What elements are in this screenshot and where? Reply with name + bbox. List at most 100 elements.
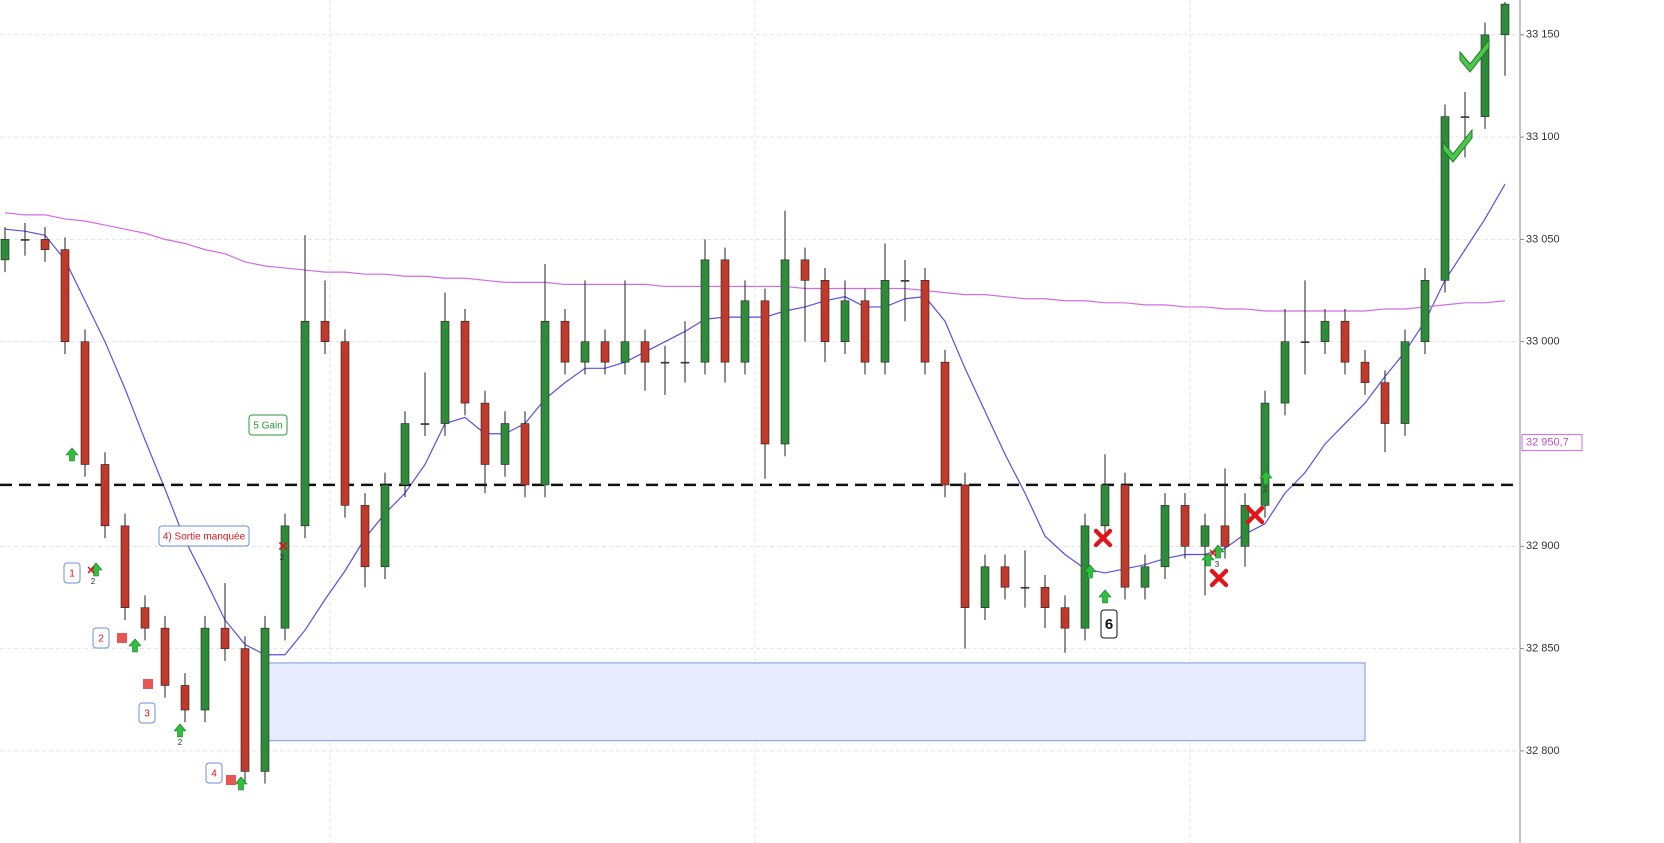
candle-body <box>860 300 870 363</box>
candle-body <box>440 320 450 424</box>
y-tick-label: 32 850 <box>1526 643 1560 655</box>
candle-body <box>240 648 250 772</box>
candle-body <box>680 361 690 364</box>
exit-square <box>117 633 127 643</box>
candle-body <box>980 566 990 608</box>
small-label: 2 <box>178 738 183 747</box>
candle-body <box>0 239 10 261</box>
y-tick-label: 32 800 <box>1526 745 1560 757</box>
target-check <box>1459 38 1490 73</box>
candle-body <box>840 300 850 343</box>
buy-arrow <box>173 723 187 738</box>
candle-body <box>60 249 70 343</box>
candle-body <box>500 423 510 465</box>
annotation-label: 4 <box>211 769 217 780</box>
candle-body <box>600 341 610 363</box>
candle-body <box>620 341 630 363</box>
buy-arrow <box>1259 470 1273 485</box>
y-tick-label: 33 100 <box>1526 131 1560 143</box>
candle-body <box>1040 586 1050 608</box>
candle-body <box>1420 280 1430 343</box>
annotation-box <box>205 762 223 784</box>
y-tick-label: 32 900 <box>1526 540 1560 552</box>
small-label: 3 <box>1215 560 1220 569</box>
candle-body <box>1220 525 1230 547</box>
candle-body <box>320 320 330 343</box>
candle-body <box>380 484 390 568</box>
annotation-box <box>63 562 81 584</box>
candle-body <box>1400 341 1410 424</box>
buy-arrow <box>128 638 142 653</box>
candle-body <box>1300 341 1310 344</box>
candle-body <box>1380 382 1390 424</box>
stop-cross <box>1209 568 1229 588</box>
stop-cross <box>1093 528 1113 548</box>
candle-body <box>300 320 310 527</box>
candle-body <box>760 300 770 445</box>
candle-body <box>780 259 790 445</box>
candle-body <box>140 607 150 629</box>
candle-body <box>80 341 90 465</box>
y-tick-label: 33 150 <box>1526 29 1560 41</box>
candle-body <box>1340 320 1350 363</box>
last-price-box <box>1521 434 1583 452</box>
candle-body <box>160 627 170 686</box>
candle-body <box>180 685 190 711</box>
candle-body <box>280 525 290 629</box>
candle-body <box>880 280 890 363</box>
candle-body <box>460 320 470 404</box>
moving-average <box>4 183 1506 656</box>
stop-cross <box>1209 549 1217 557</box>
candle-body <box>200 627 210 711</box>
candle-body <box>1120 484 1130 588</box>
candle-body <box>660 361 670 364</box>
stop-cross <box>87 566 95 574</box>
last-price-label: 32 950,7 <box>1526 436 1569 448</box>
candle-body <box>720 259 730 363</box>
buy-arrow <box>1083 564 1097 579</box>
annotation-box <box>92 627 110 649</box>
candle-body <box>740 300 750 363</box>
candle-body <box>520 423 530 486</box>
candle-body <box>1100 484 1110 527</box>
annotation-label: 2 <box>98 634 104 645</box>
candle-body <box>1460 116 1470 118</box>
candle-body <box>1360 361 1370 383</box>
annotation-box <box>138 702 156 724</box>
y-tick-label: 33 050 <box>1526 233 1560 245</box>
candle-body <box>1020 586 1030 589</box>
y-tick-label: 33 000 <box>1526 336 1560 348</box>
candle-body <box>400 423 410 486</box>
candle-body <box>480 402 490 465</box>
target-check <box>1442 128 1473 163</box>
candle-body <box>1500 3 1510 36</box>
candle-body <box>1140 566 1150 588</box>
annotation-label: 6 <box>1105 616 1113 633</box>
annotation-label: 1 <box>69 569 75 580</box>
candle-body <box>100 464 110 527</box>
zone <box>264 662 1366 742</box>
candle-body <box>1240 505 1250 547</box>
candle-body <box>540 320 550 486</box>
candle-body <box>700 259 710 363</box>
candle-body <box>20 239 30 241</box>
candle-body <box>1280 341 1290 404</box>
small-label: 2 <box>1263 485 1268 494</box>
candle-body <box>640 341 650 363</box>
candle-body <box>360 505 370 568</box>
candle-body <box>940 361 950 486</box>
candle-body <box>420 423 430 425</box>
candle-body <box>40 239 50 250</box>
candle-body <box>120 525 130 608</box>
candle-body <box>1260 402 1270 506</box>
candle-body <box>1060 607 1070 629</box>
stop-cross <box>1245 505 1265 525</box>
candle-body <box>1000 566 1010 588</box>
exit-square <box>143 679 153 689</box>
annotation-box <box>1100 609 1118 639</box>
candle-body <box>580 341 590 363</box>
annotation-label: 3 <box>144 709 150 720</box>
candle-body <box>1480 34 1490 117</box>
small-label: 2 <box>91 577 96 586</box>
candle-body <box>340 341 350 506</box>
